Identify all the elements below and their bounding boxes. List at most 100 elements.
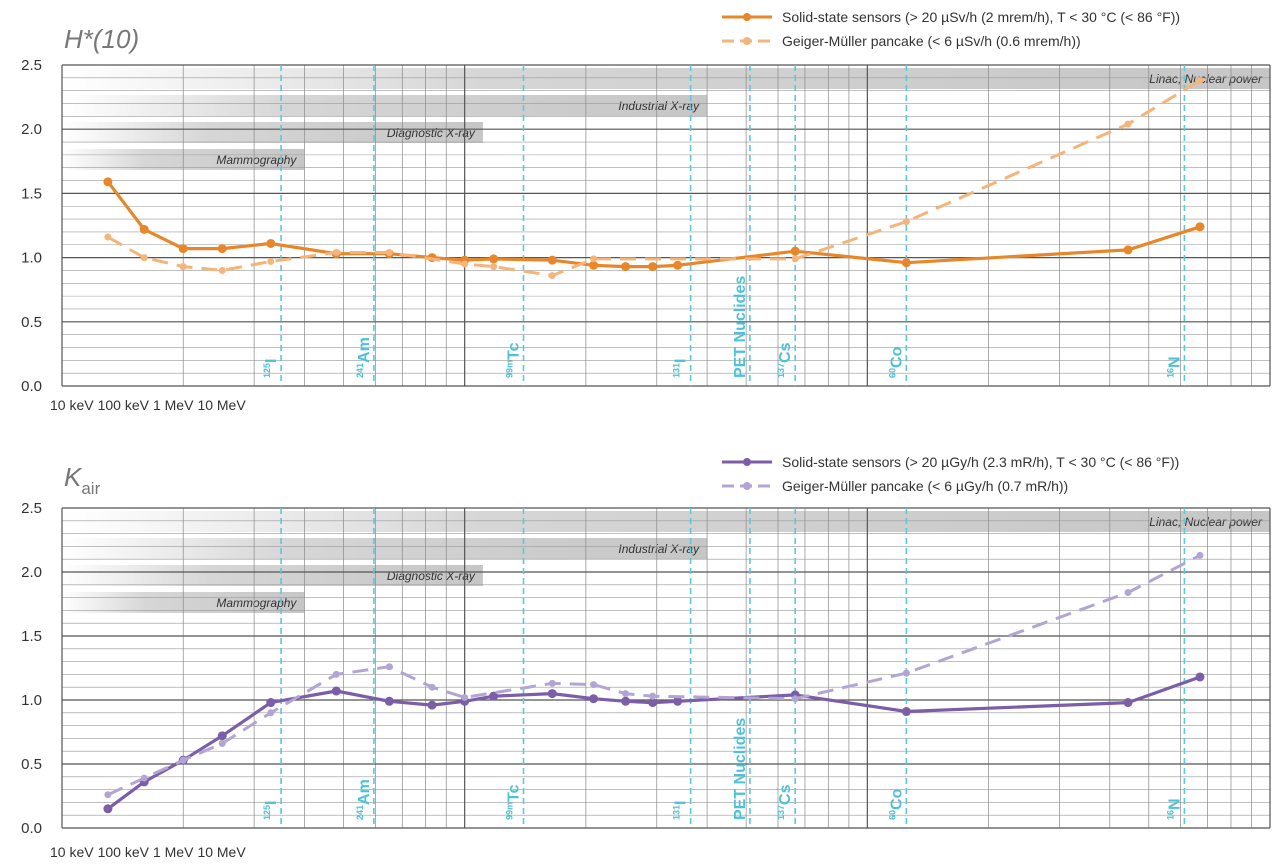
data-point (140, 774, 148, 782)
legend-marker (743, 13, 751, 21)
data-point (331, 686, 341, 696)
legend-label: Geiger-Müller pancake (< 6 µGy/h (0.7 mR… (782, 478, 1068, 494)
data-point (902, 218, 910, 226)
nuclide-label: 16N (1165, 356, 1183, 378)
nuclide-label: 137Cs (776, 342, 794, 378)
data-point (1124, 588, 1132, 596)
data-point (104, 791, 112, 799)
y-tick-label: 0.5 (21, 314, 42, 331)
data-point (490, 263, 498, 271)
data-point (178, 244, 188, 254)
nuclide-mass: 137 (776, 363, 786, 378)
data-point (218, 740, 226, 748)
nuclide-symbol: I (673, 801, 690, 805)
range-label: Diagnostic X-ray (387, 569, 476, 583)
range-label: Linac, Nuclear power (1149, 72, 1263, 86)
nuclide-symbol: Tc (506, 342, 523, 360)
nuclide-label: 137Cs (776, 784, 794, 820)
legend-marker (743, 458, 751, 466)
series-line (106, 180, 1201, 269)
nuclide-mass: 99m (505, 802, 515, 820)
data-point (622, 690, 630, 698)
data-point (266, 698, 276, 708)
data-point (385, 663, 393, 671)
data-point (1195, 672, 1205, 682)
data-point (1123, 698, 1133, 708)
y-tick-label: 0.0 (21, 378, 42, 395)
range-label: Linac, Nuclear power (1149, 515, 1263, 529)
nuclide-label: 131I (672, 359, 690, 378)
data-point (267, 709, 275, 717)
nuclide-mass: 125 (262, 363, 272, 378)
data-point (547, 255, 557, 265)
nuclide-symbol: Am (356, 779, 373, 805)
nuclide-mass: 125 (262, 805, 272, 820)
data-point (589, 260, 599, 270)
data-point (902, 669, 910, 677)
range-label: Diagnostic X-ray (387, 126, 476, 140)
data-point (104, 233, 112, 241)
nuclide-mass: 137 (776, 805, 786, 820)
data-point (461, 260, 469, 268)
title-main: K (64, 462, 83, 492)
data-point (140, 254, 148, 262)
nuclide-label: PET Nuclides (732, 276, 749, 378)
data-point (648, 262, 658, 272)
nuclide-label: 16N (1165, 798, 1183, 820)
nuclide-symbol: Tc (506, 784, 523, 802)
nuclide-mass: 99m (505, 360, 515, 378)
nuclide-symbol: Co (888, 346, 905, 368)
data-point (179, 263, 187, 271)
data-point (489, 254, 499, 264)
y-tick-label: 0.5 (21, 756, 42, 773)
legend-marker (743, 482, 751, 490)
y-tick-label: 1.5 (21, 628, 42, 645)
nuclide-symbol: Am (356, 337, 373, 363)
nuclide-mass: 241 (355, 805, 365, 820)
range-band (62, 95, 708, 116)
range-label: Industrial X-ray (618, 542, 700, 556)
data-point (139, 224, 149, 234)
x-tick-labels: 10 keV 100 keV 1 MeV 10 MeV (50, 397, 246, 413)
nuclide-symbol: N (1166, 798, 1183, 810)
legend-label: Geiger-Müller pancake (< 6 µSv/h (0.6 mr… (782, 33, 1081, 49)
data-point (901, 707, 911, 717)
legend-marker (743, 37, 751, 45)
data-point (791, 695, 799, 703)
x-tick-label: 100 keV (98, 844, 150, 860)
nuclide-symbol: N (1166, 356, 1183, 368)
nuclide-label: 125I (262, 801, 280, 820)
nuclide-mass: 60 (887, 810, 897, 820)
y-tick-label: 2.5 (21, 500, 42, 517)
nuclide-mass: 131 (672, 363, 682, 378)
data-point (218, 266, 226, 274)
data-point (548, 272, 556, 280)
legend-label: Solid-state sensors (> 20 µGy/h (2.3 mR/… (782, 454, 1179, 470)
range-band (62, 68, 1270, 89)
nuclide-mass: 16 (1165, 368, 1175, 378)
data-point (621, 262, 631, 272)
nuclide-mass: 60 (887, 368, 897, 378)
data-point (649, 692, 657, 700)
data-point (217, 731, 227, 741)
data-point (1196, 76, 1204, 84)
y-tick-label: 1.0 (21, 250, 42, 267)
nuclide-label: 99mTc (505, 784, 523, 820)
y-tick-label: 2.0 (21, 564, 42, 581)
nuclide-symbol: I (673, 359, 690, 363)
series-line (107, 554, 1201, 797)
title-main: H*(10) (64, 24, 139, 54)
y-tick-label: 2.0 (21, 121, 42, 138)
chart-title: Kair (64, 462, 101, 498)
data-point (217, 244, 227, 254)
range-band (62, 122, 483, 143)
nuclide-label: PET Nuclides (732, 718, 749, 820)
nuclide-label: 131I (672, 801, 690, 820)
data-point (103, 177, 113, 187)
nuclide-symbol: Co (888, 788, 905, 810)
nuclide-mass: 16 (1165, 810, 1175, 820)
data-point (267, 257, 275, 265)
data-point (673, 260, 683, 270)
data-point (428, 683, 436, 691)
